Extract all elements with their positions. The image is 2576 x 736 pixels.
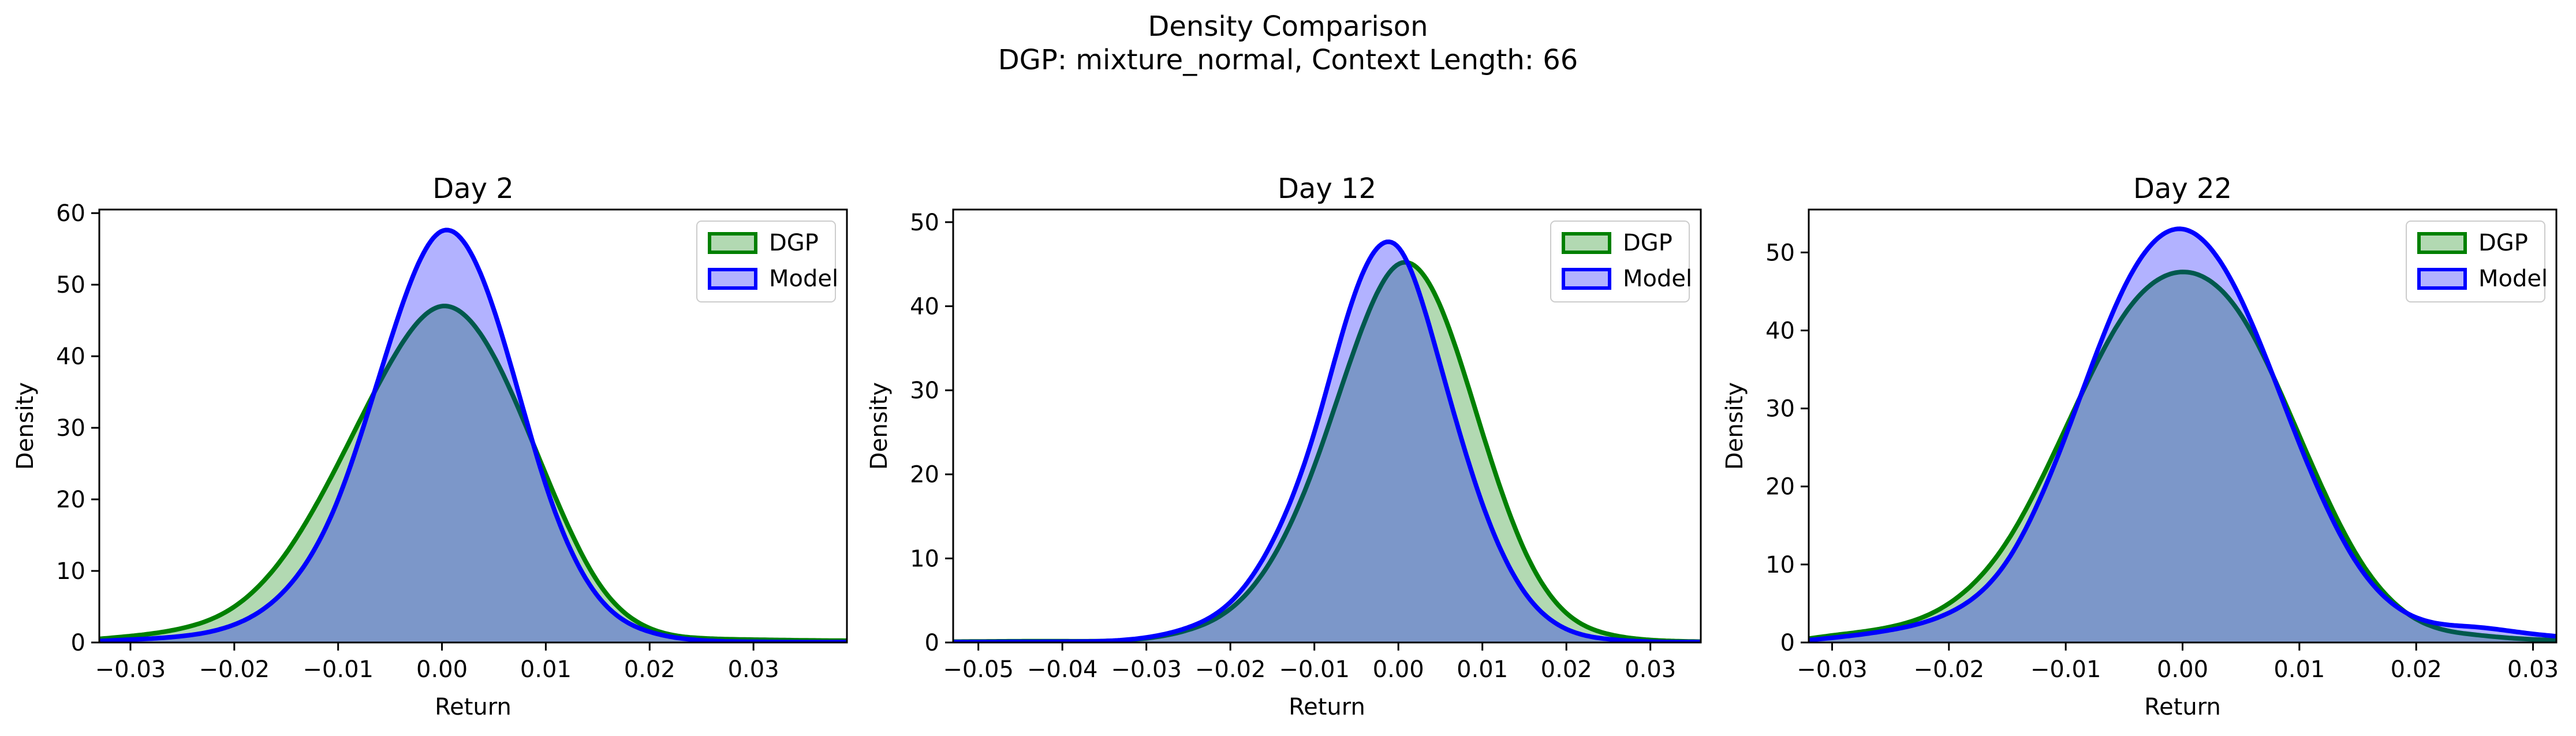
x-tick-label: 0.01 (2273, 656, 2325, 683)
legend: DGP Model (696, 221, 838, 302)
legend-label-model: Model (1623, 266, 1692, 292)
x-tick-label: −0.02 (1195, 656, 1266, 683)
x-tick-label: 0.02 (1541, 656, 1592, 683)
figure-suptitle-line2: DGP: mixture_normal, Context Length: 66 (998, 44, 1578, 76)
chart-panel-2: −0.05 −0.04 −0.03 −0.02 −0.01 0.00 0.01 0.02 0.0… (866, 173, 1702, 720)
legend-label-dgp: DGP (769, 230, 819, 256)
axes-frame (98, 208, 848, 644)
y-tick-label: 60 (56, 200, 85, 227)
x-tick-label: −0.02 (199, 656, 270, 683)
plot-area (99, 227, 847, 642)
legend-label-dgp: DGP (2478, 230, 2528, 256)
y-tick-label: 40 (56, 343, 85, 370)
x-tick-label: −0.03 (1111, 656, 1182, 683)
y-tick-label: 50 (56, 272, 85, 298)
density-area-dgp (1809, 272, 2556, 642)
legend-label-model: Model (2478, 266, 2548, 292)
y-tick-label: 20 (1765, 474, 1795, 500)
y-tick-label: 30 (910, 378, 939, 404)
legend-swatch-dgp (708, 232, 757, 254)
chart-panel-3: −0.03 −0.02 −0.01 0.00 0.01 0.02 0.03 0 10 20 30 40… (1722, 173, 2559, 720)
figure-suptitle-line1: Density Comparison (1148, 10, 1428, 43)
x-axis-label: Return (2144, 694, 2221, 720)
legend: DGP Model (1550, 221, 1692, 302)
chart-title: Day 2 (432, 173, 514, 205)
x-tick-label: 0.03 (1625, 656, 1676, 683)
density-area-model (953, 241, 1701, 642)
chart-panel-1: −0.03 −0.02 −0.01 0.00 0.01 0.02 0.03 0 10 20 30 40… (12, 173, 848, 720)
y-tick-label: 10 (1765, 552, 1795, 578)
y-tick-label: 0 (1780, 630, 1795, 656)
x-axis-label: Return (1289, 694, 1365, 720)
y-tick-label: 40 (910, 293, 939, 320)
density-line-model (1809, 226, 2556, 642)
y-tick-label: 10 (56, 558, 85, 585)
legend-swatch-model (1562, 268, 1611, 290)
x-tick-label: 0.02 (2391, 656, 2442, 683)
legend-label-model: Model (769, 266, 838, 292)
density-line-model (99, 227, 847, 642)
axes-frame (952, 208, 1702, 644)
y-axis-label: Density (1722, 382, 1748, 470)
y-tick-label: 0 (71, 630, 85, 656)
y-tick-label: 30 (1765, 396, 1795, 423)
x-tick-label: 0.00 (2157, 656, 2208, 683)
density-line-dgp (1809, 270, 2556, 642)
chart-title: Day 22 (2133, 173, 2232, 205)
legend-swatch-dgp (2417, 232, 2467, 254)
y-tick-label: 10 (910, 546, 939, 572)
y-axis-label: Density (866, 382, 893, 470)
chart-title: Day 12 (1278, 173, 1376, 205)
y-axis-label: Density (12, 382, 39, 470)
y-tick-label: 0 (925, 630, 939, 656)
density-area-dgp (953, 262, 1701, 642)
y-tick-label: 50 (910, 210, 939, 236)
x-tick-label: 0.03 (2507, 656, 2559, 683)
legend-box (1550, 221, 1690, 302)
legend-box (2406, 221, 2545, 302)
x-tick-label: 0.02 (624, 656, 675, 683)
x-tick-label: −0.01 (1279, 656, 1350, 683)
x-tick-label: 0.01 (520, 656, 572, 683)
legend: DGP Model (2406, 221, 2548, 302)
y-tick-label: 20 (56, 487, 85, 513)
x-tick-label: −0.01 (303, 656, 374, 683)
x-tick-label: −0.05 (943, 656, 1014, 683)
y-tick-label: 50 (1765, 240, 1795, 266)
x-tick-label: 0.03 (728, 656, 779, 683)
y-tick-label: 20 (910, 462, 939, 488)
legend-swatch-dgp (1562, 232, 1611, 254)
x-tick-label: −0.04 (1027, 656, 1098, 683)
legend-label-dgp: DGP (1623, 230, 1672, 256)
legend-swatch-model (708, 268, 757, 290)
chart-panels: −0.03 −0.02 −0.01 0.00 0.01 0.02 0.03 0 10 20 30 40… (12, 173, 2559, 720)
y-tick-label: 40 (1765, 317, 1795, 344)
legend-box (696, 221, 836, 302)
x-tick-label: 0.01 (1457, 656, 1508, 683)
density-line-model (953, 239, 1701, 642)
y-tick-label: 30 (56, 415, 85, 442)
x-tick-label: 0.00 (1373, 656, 1424, 683)
density-area-model (99, 230, 847, 642)
density-area-model (1809, 229, 2556, 642)
x-tick-label: 0.00 (416, 656, 468, 683)
plot-area (953, 239, 1701, 642)
density-area-dgp (99, 306, 847, 642)
x-tick-label: −0.01 (2030, 656, 2101, 683)
plot-area (1809, 226, 2556, 642)
x-tick-label: −0.02 (1914, 656, 1985, 683)
x-axis-label: Return (435, 694, 512, 720)
x-tick-label: −0.03 (1797, 656, 1868, 683)
x-tick-label: −0.03 (95, 656, 166, 683)
legend-swatch-model (2417, 268, 2467, 290)
